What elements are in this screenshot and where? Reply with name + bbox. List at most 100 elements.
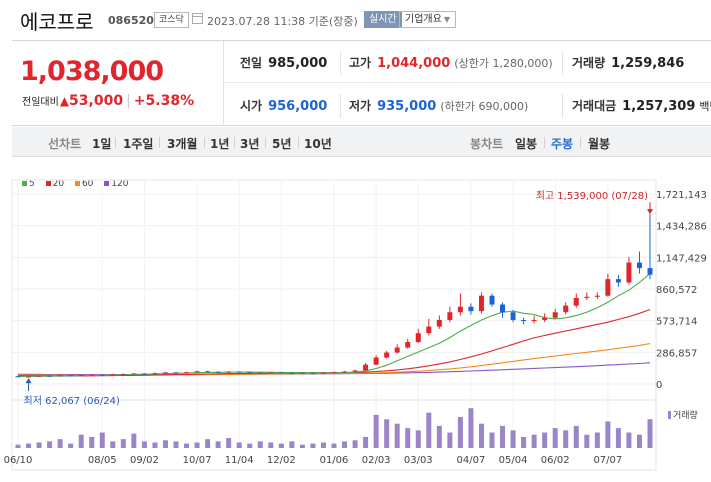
high-label: 고가: [349, 56, 372, 70]
legend-ma60: 60: [74, 179, 94, 189]
candle-body: [141, 373, 147, 375]
x-tick-label: 06/10: [4, 455, 33, 466]
candle-body: [563, 305, 569, 313]
candle-body: [405, 342, 411, 348]
trade-volume: 거래량 1,259,846: [572, 54, 684, 71]
candle-body: [352, 370, 358, 372]
candle-body: [468, 306, 474, 312]
period-1d[interactable]: 1일: [92, 137, 112, 151]
candle-body: [26, 376, 32, 378]
volume-bar: [531, 434, 537, 448]
volume-bar: [468, 408, 474, 448]
realtime-button[interactable]: 실시간: [364, 11, 402, 28]
volume-value: 1,259,846: [611, 56, 685, 71]
company-overview-label: 기업개요: [405, 14, 442, 25]
legend-label: 20: [52, 179, 65, 189]
candle-body: [489, 295, 495, 305]
candle-body: [310, 372, 316, 374]
candle-body: [247, 372, 253, 374]
candle-monthly[interactable]: 월봉: [588, 137, 611, 151]
open-price: 시가 956,000: [240, 97, 327, 114]
legend-label: 120: [111, 179, 129, 189]
candle-body: [605, 279, 611, 296]
candle-body: [436, 319, 442, 327]
volume-bar: [510, 430, 516, 448]
volume-bar: [184, 443, 190, 448]
divider: [234, 137, 235, 148]
volume-bar: [289, 441, 295, 448]
volume-bar: [15, 444, 21, 448]
up-triangle-icon: ▲: [59, 94, 70, 108]
high-arrow-head: [647, 209, 653, 215]
volume-bar: [47, 441, 53, 448]
volume-legend-label: 거래량: [673, 409, 698, 421]
volume-bar: [68, 443, 74, 448]
volume-bar: [120, 439, 126, 448]
legend-label: 60: [81, 179, 94, 189]
y-tick-label: 0: [656, 380, 662, 391]
volume-bar: [405, 428, 411, 448]
candle-body: [205, 371, 211, 373]
prev-close: 전일 985,000: [240, 54, 327, 71]
volume-label: 거래량: [572, 56, 606, 70]
volume-bar: [363, 436, 369, 448]
quote-row: 전일 985,000 고가 1,044,000 (상한가 1,280,000) 거래량…: [224, 41, 711, 83]
high-value: 1,044,000: [377, 56, 451, 71]
candle-body: [594, 295, 600, 297]
x-tick-label: 04/07: [457, 455, 486, 466]
volume-bar: [26, 443, 32, 448]
quote-panel: 1,038,000 전일대비▲53,000 | +5.38% 전일 985,000 고…: [12, 40, 711, 126]
period-10y[interactable]: 10년: [304, 137, 332, 151]
x-tick-label: 06/02: [541, 455, 570, 466]
stock-name: 에코프로: [20, 10, 94, 34]
volume-bar: [247, 443, 253, 448]
volume-bar: [647, 419, 653, 448]
legend-swatch: [22, 181, 27, 186]
x-tick-label: 11/04: [225, 455, 254, 466]
candle-daily[interactable]: 일봉: [515, 137, 538, 151]
market-badge: 코스닥: [154, 12, 189, 28]
legend-swatch: [74, 181, 80, 186]
candle-body: [278, 372, 284, 374]
volume-bar: [236, 442, 242, 448]
y-tick-label: 860,572: [656, 285, 697, 296]
candle-body: [215, 371, 221, 373]
candle-body: [184, 372, 190, 374]
volume-bar: [331, 443, 337, 448]
candle-body: [573, 297, 579, 306]
candle-body: [257, 372, 263, 374]
amount-value: 1,257,309: [622, 99, 696, 114]
company-overview-dropdown[interactable]: 기업개요 ▼: [399, 11, 456, 28]
x-tick-label: 01/06: [320, 455, 349, 466]
candle-weekly[interactable]: 주봉: [551, 137, 574, 151]
volume-bar: [415, 430, 421, 448]
volume-bar: [436, 425, 442, 448]
candle-body: [89, 374, 95, 376]
low-annotation: 최저 62,067 (06/24): [24, 395, 120, 407]
volume-bar: [605, 421, 611, 448]
candle-body: [552, 312, 558, 318]
quote-grid: 전일 985,000 고가 1,044,000 (상한가 1,280,000) 거래량…: [224, 41, 711, 126]
stock-chart[interactable]: 1,721,143 1,434,286 1,147,429 860,572 573,71…: [0, 160, 711, 482]
period-1w[interactable]: 1주일: [123, 137, 154, 151]
volume-bar: [563, 430, 569, 448]
volume-bar: [162, 440, 168, 448]
candle-body: [521, 319, 527, 322]
period-3m[interactable]: 3개월: [167, 137, 198, 151]
volume-legend-swatch: [668, 411, 671, 419]
volume-bar: [426, 412, 432, 448]
x-tick-label: 09/02: [130, 455, 159, 466]
period-5y[interactable]: 5년: [272, 137, 292, 151]
candle-body: [299, 372, 305, 374]
period-1y[interactable]: 1년: [210, 137, 230, 151]
candle-body: [78, 375, 84, 377]
candle-body: [373, 357, 379, 365]
volume-bar: [594, 432, 600, 448]
candle-body: [99, 374, 105, 376]
price-change: 전일대비▲53,000 | +5.38%: [22, 93, 194, 109]
amount-label: 거래대금: [572, 99, 617, 113]
period-3y[interactable]: 3년: [240, 137, 260, 151]
candle-body: [47, 375, 53, 377]
y-tick-label: 1,434,286: [656, 222, 707, 233]
candle-body: [152, 373, 158, 375]
